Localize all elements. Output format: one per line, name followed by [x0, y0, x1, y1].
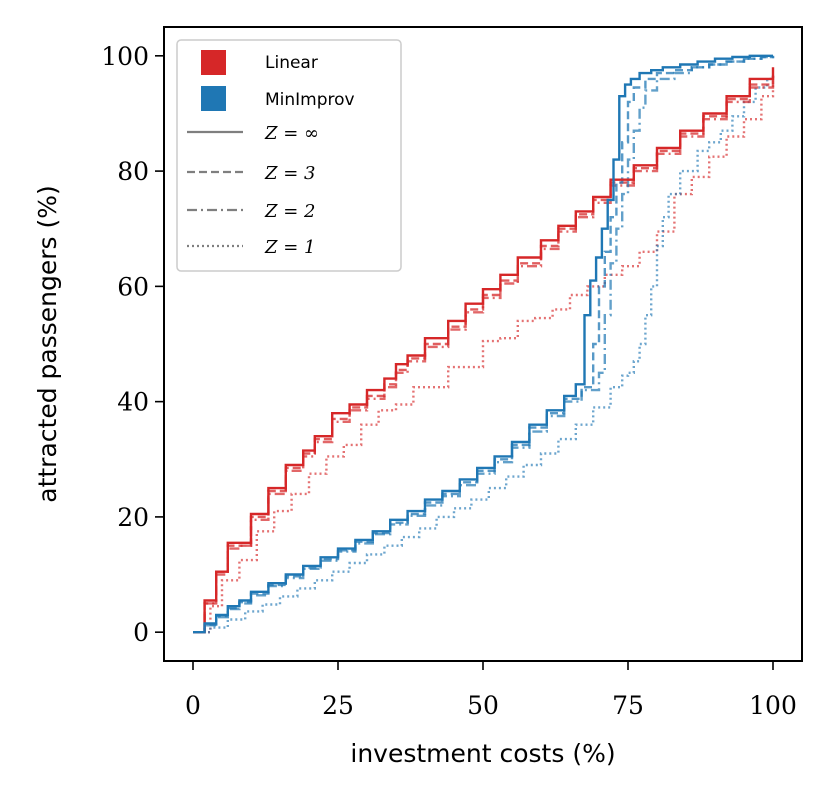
y-axis-label: attracted passengers (%): [33, 185, 62, 503]
x-tick-label: 100: [749, 691, 797, 720]
legend: Linear MinImprov Z = ∞ Z = 3 Z = 2 Z = 1: [176, 39, 402, 272]
y-tick-label: 60: [117, 272, 149, 301]
legend-box: [176, 39, 402, 272]
x-tick-label: 50: [467, 691, 499, 720]
y-tick-label: 40: [117, 388, 149, 417]
series-linear-solid: [193, 67, 775, 634]
series-layer: [193, 54, 775, 634]
x-axis-ticks: 0 25 50 75 100: [185, 661, 797, 720]
x-tick-label: 25: [322, 691, 354, 720]
legend-swatch-minimprov: [201, 86, 226, 111]
series-minimprov-solid: [193, 54, 773, 634]
y-tick-label: 20: [117, 503, 149, 532]
legend-label-z-1: Z = 1: [264, 237, 315, 258]
legend-label-z-2: Z = 2: [264, 201, 315, 222]
y-axis-ticks: 0 20 40 60 80 100: [101, 42, 164, 647]
legend-label-minimprov: MinImprov: [265, 90, 355, 110]
series-linear-dashdot: [193, 76, 775, 634]
legend-label-z-inf: Z = ∞: [264, 123, 319, 144]
y-tick-label: 80: [117, 157, 149, 186]
y-tick-label: 100: [101, 42, 149, 71]
x-axis-label: investment costs (%): [350, 739, 615, 768]
legend-label-linear: Linear: [265, 53, 318, 73]
legend-label-z-3: Z = 3: [264, 163, 315, 184]
x-tick-label: 0: [185, 691, 201, 720]
x-tick-label: 75: [612, 691, 644, 720]
series-linear-dotted: [193, 78, 775, 634]
y-tick-label: 0: [133, 618, 149, 647]
series-minimprov-dotted: [193, 73, 775, 634]
legend-swatch-linear: [201, 50, 226, 75]
